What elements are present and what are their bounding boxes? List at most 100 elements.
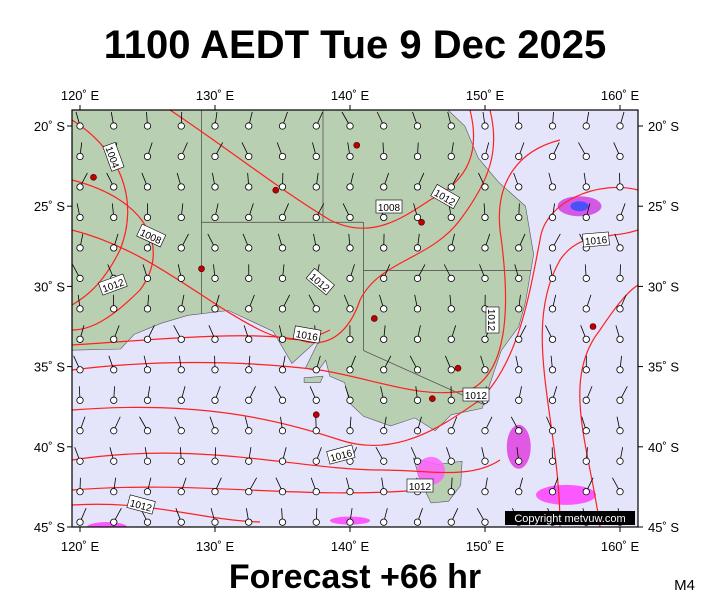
wind-station bbox=[413, 427, 422, 435]
wind-station bbox=[278, 427, 287, 435]
wind-station bbox=[582, 305, 590, 313]
wind-station bbox=[616, 152, 624, 161]
wind-station bbox=[312, 457, 320, 465]
wind-station bbox=[143, 274, 152, 282]
wind-station bbox=[110, 488, 118, 496]
wind-station bbox=[312, 213, 320, 222]
lat-label-right: 20˚ S bbox=[648, 119, 679, 134]
lat-label-right: 30˚ S bbox=[648, 279, 679, 294]
isobar-label-box bbox=[430, 184, 461, 210]
wind-station bbox=[447, 213, 455, 222]
wind-station bbox=[346, 274, 354, 282]
wind-station bbox=[211, 335, 219, 343]
wind-station bbox=[413, 366, 422, 374]
kangaroo-island bbox=[303, 375, 324, 383]
wind-station bbox=[143, 213, 152, 222]
wind-station bbox=[548, 488, 557, 496]
wind-station bbox=[278, 244, 287, 252]
wind-station bbox=[582, 183, 590, 191]
wind-station bbox=[110, 213, 118, 222]
wind-station bbox=[515, 183, 523, 191]
wind-station bbox=[380, 366, 388, 374]
wind-station bbox=[380, 457, 388, 465]
wind-station bbox=[447, 152, 455, 161]
lat-label-right: 40˚ S bbox=[648, 440, 679, 455]
precip-area bbox=[417, 456, 445, 485]
lat-label-left: 30˚ S bbox=[34, 279, 65, 294]
wind-station bbox=[278, 213, 287, 222]
isobar-label-box bbox=[98, 273, 128, 296]
wind-station bbox=[245, 457, 253, 465]
isobar-label: 1012 bbox=[465, 391, 488, 402]
wind-station bbox=[582, 488, 590, 496]
lon-label-top: 150˚ E bbox=[466, 88, 505, 103]
isobar bbox=[169, 110, 475, 229]
lon-label-bottom: 130˚ E bbox=[196, 539, 235, 554]
wind-station bbox=[76, 396, 84, 404]
wind-station bbox=[346, 518, 354, 526]
wind-station bbox=[346, 396, 354, 404]
wind-station bbox=[346, 366, 354, 374]
wind-station bbox=[245, 366, 253, 374]
wind-station bbox=[76, 183, 84, 191]
isobar-label-group: 1008 bbox=[375, 199, 403, 214]
wind-station bbox=[76, 488, 84, 496]
wind-station bbox=[278, 457, 287, 465]
wind-station bbox=[346, 427, 354, 435]
lat-label-left: 40˚ S bbox=[34, 440, 65, 455]
rain-marker bbox=[90, 174, 97, 181]
wind-station bbox=[447, 457, 455, 465]
lat-label-right: 35˚ S bbox=[648, 360, 679, 375]
wind-station bbox=[143, 396, 152, 404]
wind-station bbox=[515, 335, 523, 343]
isobar-label-box bbox=[292, 325, 322, 344]
wind-station bbox=[278, 305, 287, 313]
isobar-label: 1008 bbox=[378, 203, 401, 214]
wind-station bbox=[380, 488, 388, 496]
wind-station bbox=[76, 335, 84, 343]
wind-station bbox=[582, 213, 590, 222]
wind-station bbox=[143, 518, 152, 526]
wind-station bbox=[616, 396, 624, 404]
wind-station bbox=[110, 366, 118, 374]
wind-station bbox=[548, 183, 557, 191]
wind-station bbox=[245, 152, 253, 161]
wind-station bbox=[380, 122, 388, 130]
wind-station bbox=[548, 152, 557, 161]
wind-station bbox=[447, 427, 455, 435]
wind-station bbox=[616, 366, 624, 374]
wind-station bbox=[582, 335, 590, 343]
lat-label-left: 35˚ S bbox=[34, 360, 65, 375]
wind-station bbox=[515, 305, 523, 313]
wind-station bbox=[548, 244, 557, 252]
isobar bbox=[72, 452, 501, 474]
wind-station bbox=[76, 366, 84, 374]
wind-station bbox=[582, 152, 590, 161]
wind-station bbox=[346, 244, 354, 252]
wind-station bbox=[548, 274, 557, 282]
rain-marker bbox=[198, 265, 205, 273]
wind-station bbox=[278, 518, 287, 526]
wind-station bbox=[515, 152, 523, 161]
wind-station bbox=[447, 122, 455, 130]
wind-station bbox=[515, 427, 523, 435]
wind-station bbox=[278, 396, 287, 404]
wind-station bbox=[616, 122, 624, 130]
wind-station bbox=[143, 305, 152, 313]
wind-station bbox=[110, 335, 118, 343]
wind-station bbox=[616, 183, 624, 191]
wind-station bbox=[380, 183, 388, 191]
wind-station bbox=[447, 488, 455, 496]
rain-marker bbox=[418, 218, 425, 226]
wind-station bbox=[245, 305, 253, 313]
isobar-label-box bbox=[126, 494, 156, 515]
wind-station bbox=[481, 213, 489, 222]
wind-station bbox=[278, 122, 287, 130]
wind-station bbox=[616, 274, 624, 282]
wind-station bbox=[76, 518, 84, 526]
wind-station bbox=[447, 274, 455, 282]
wind-station bbox=[278, 335, 287, 343]
wind-station bbox=[380, 274, 388, 282]
wind-station bbox=[143, 335, 152, 343]
lat-label-left: 25˚ S bbox=[34, 199, 65, 214]
